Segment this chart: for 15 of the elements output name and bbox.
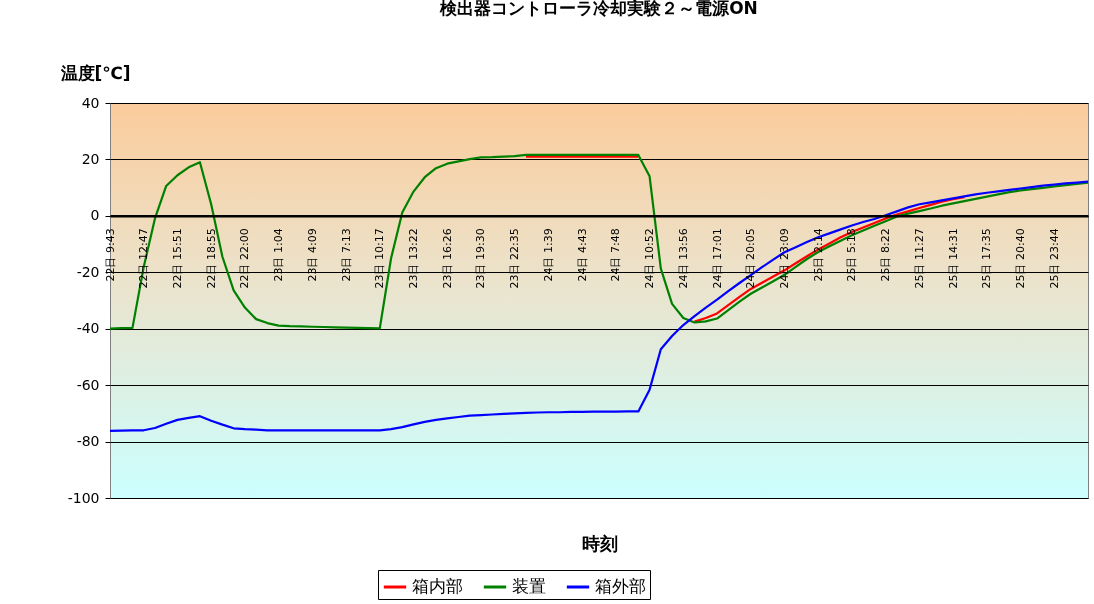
y-axis-title: 温度[℃] xyxy=(59,62,131,83)
legend-label: 箱外部 xyxy=(595,576,646,596)
y-tick-label: 40 xyxy=(81,94,100,111)
legend-label: 装置 xyxy=(512,576,546,596)
legend-label: 箱内部 xyxy=(412,576,463,596)
y-tick-label: -100 xyxy=(67,489,100,506)
y-tick-label: -20 xyxy=(76,263,100,280)
y-tick-label: -80 xyxy=(76,433,100,450)
x-tick-label: 24日 23:09 xyxy=(777,228,791,289)
y-tick-label: 20 xyxy=(81,150,100,167)
y-tick-label: -60 xyxy=(76,376,100,393)
y-tick-label: 0 xyxy=(90,207,100,224)
y-tick-label: -40 xyxy=(76,320,100,337)
chart-title: 検出器コントローラ冷却実験２～電源ON xyxy=(439,0,758,18)
x-axis-title: 時刻 xyxy=(581,532,618,554)
